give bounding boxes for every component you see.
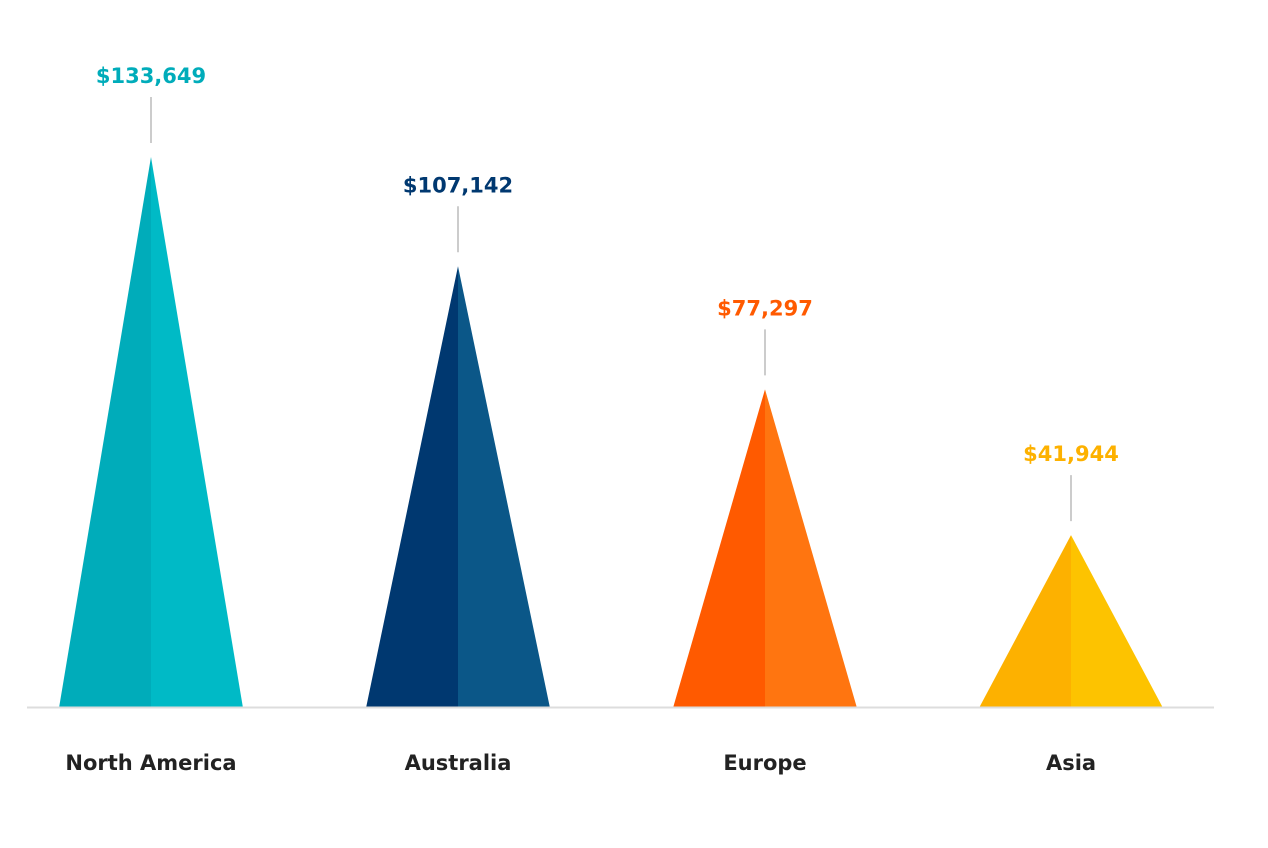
data-label-asia: $41,944: [1023, 442, 1119, 466]
bar-australia-right-face: [458, 266, 550, 708]
bar-australia: [366, 266, 550, 708]
bar-asia: [979, 535, 1163, 708]
category-label-europe: Europe: [723, 751, 806, 775]
bar-north-america: [59, 157, 243, 708]
data-label-australia: $107,142: [403, 173, 513, 197]
bar-asia-left-face: [979, 535, 1071, 708]
data-label-europe: $77,297: [717, 296, 813, 320]
bar-north-america-right-face: [151, 157, 243, 708]
bar-north-america-left-face: [59, 157, 151, 708]
category-label-australia: Australia: [405, 751, 512, 775]
category-label-north-america: North America: [65, 751, 236, 775]
bar-europe-right-face: [765, 389, 857, 708]
data-label-north-america: $133,649: [96, 64, 206, 88]
bar-europe: [673, 389, 857, 708]
bar-australia-left-face: [366, 266, 458, 708]
chart-marks: [59, 157, 1163, 708]
category-label-asia: Asia: [1046, 751, 1096, 775]
chart-labels: $133,649 North America $107,142 Australia $7…: [65, 64, 1118, 775]
bar-europe-left-face: [673, 389, 765, 708]
bar-asia-right-face: [1071, 535, 1163, 708]
